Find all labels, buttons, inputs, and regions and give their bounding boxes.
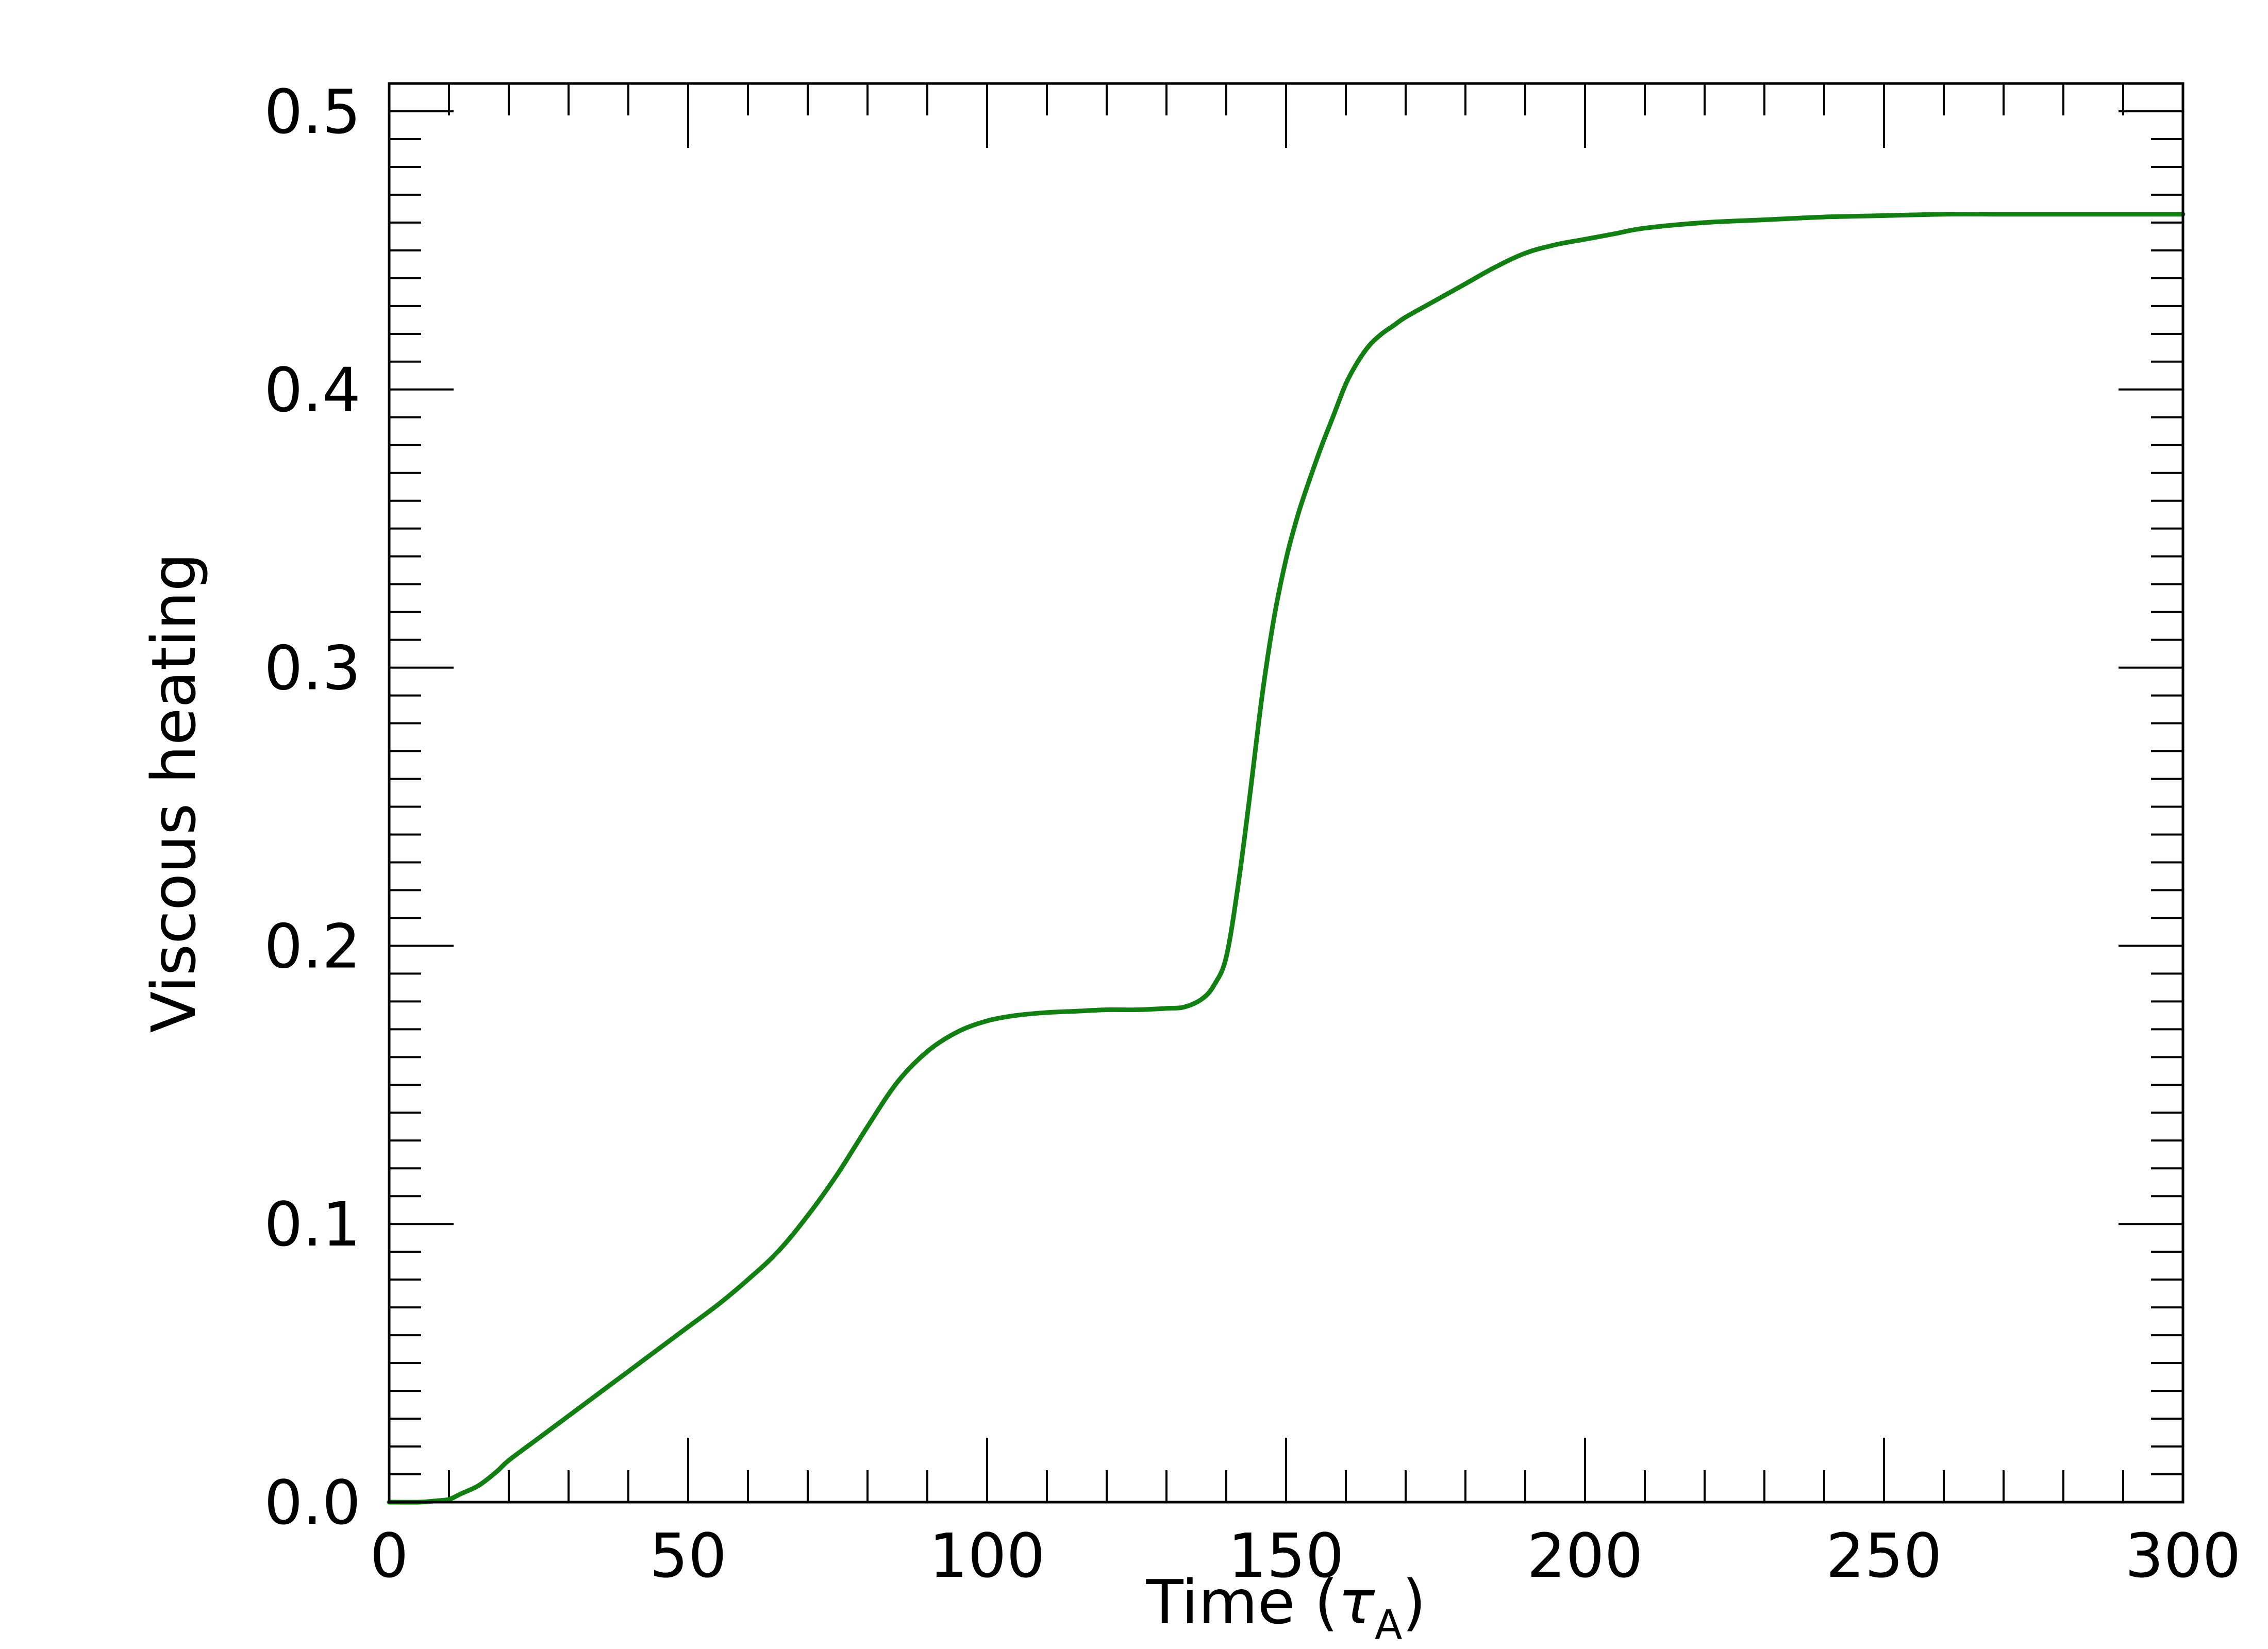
x-axis-title: Time (τA) [1146,1567,1426,1648]
x-axis-title-subscript: A [1375,1602,1402,1648]
y-tick-label: 0.3 [264,633,361,704]
x-axis-title-symbol: τ [1338,1567,1375,1638]
series-line [387,212,2186,1505]
x-tick-labels: 0 50 100 150 200 250 300 [370,1520,2241,1591]
y-tick-label: 0.1 [264,1189,361,1260]
minor-ticks [389,82,2183,1502]
x-tick-label: 100 [929,1520,1045,1591]
y-tick-label: 0.5 [264,76,361,147]
x-tick-label: 300 [2125,1520,2241,1591]
x-axis-title-close: ) [1402,1567,1426,1638]
y-tick-label: 0.2 [264,911,361,982]
x-tick-label: 0 [370,1520,408,1591]
x-tick-label: 200 [1527,1520,1643,1591]
y-tick-label: 0.4 [264,355,361,426]
x-axis-title-text: Time ( [1146,1567,1338,1638]
major-ticks [388,83,2184,1503]
x-tick-label: 150 [1228,1520,1344,1591]
plot-frame [388,82,2184,1504]
y-axis-title: Viscous heating [138,553,209,1033]
y-tick-label: 0.0 [264,1467,361,1538]
y-tick-labels: 0.0 0.1 0.2 0.3 0.4 0.5 [264,76,361,1538]
x-tick-label: 50 [649,1520,727,1591]
x-tick-label: 250 [1826,1520,1942,1591]
